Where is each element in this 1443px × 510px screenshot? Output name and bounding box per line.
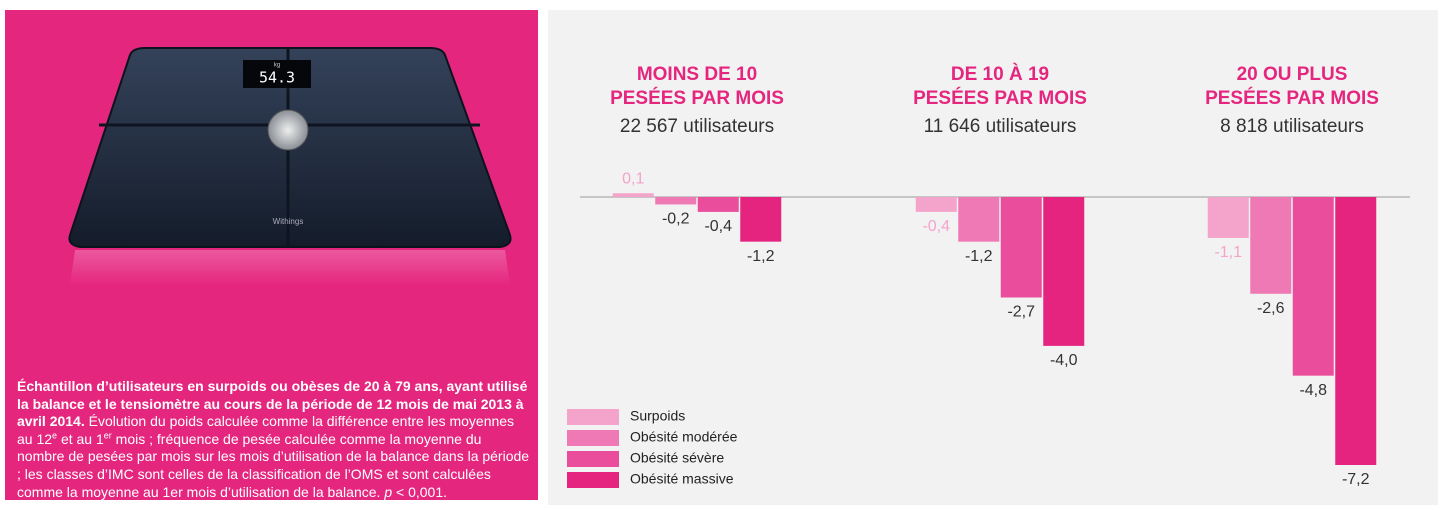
value-label: -1,1: [1214, 244, 1242, 261]
value-label: -1,2: [747, 248, 775, 265]
value-label: -0,4: [704, 218, 732, 235]
legend-label: Obésité sévère: [630, 450, 724, 466]
legend-label: Obésité massive: [630, 471, 734, 487]
bar: [1208, 197, 1249, 238]
value-label: -4,8: [1299, 382, 1327, 399]
bar: [1335, 197, 1376, 465]
value-label: -0,4: [922, 218, 950, 235]
bar: [1293, 197, 1334, 376]
legend-swatch: [567, 451, 619, 467]
value-label: -2,6: [1257, 300, 1285, 317]
group-title: MOINS DE 10 PESÉES PAR MOIS: [587, 63, 807, 111]
bar: [916, 197, 957, 212]
legend-label: Surpoids: [630, 408, 685, 424]
legend-label: Obésité modérée: [630, 429, 738, 445]
value-label: -0,2: [662, 211, 690, 228]
group-title: 20 OU PLUS PESÉES PAR MOIS: [1182, 63, 1402, 111]
legend-swatch: [567, 472, 619, 488]
bar: [1250, 197, 1291, 294]
group-subtitle: 8 818 utilisateurs: [1182, 115, 1402, 139]
bar: [698, 197, 739, 212]
group-subtitle: 11 646 utilisateurs: [890, 115, 1110, 139]
value-label: -7,2: [1342, 471, 1370, 488]
legend-swatch: [567, 409, 619, 425]
legend-swatch: [567, 430, 619, 446]
bar: [1043, 197, 1084, 346]
bar: [740, 197, 781, 242]
value-label: -1,2: [965, 248, 993, 265]
bar: [655, 197, 696, 204]
value-label: 0,1: [622, 170, 644, 187]
value-label: -2,7: [1007, 304, 1035, 321]
value-label: -4,0: [1050, 352, 1078, 369]
bar: [1001, 197, 1042, 298]
group-subtitle: 22 567 utilisateurs: [587, 115, 807, 139]
page: kg 54.3 Withings Échantillon d’utilisate…: [0, 0, 1443, 510]
bar: [958, 197, 999, 242]
group-title: DE 10 À 19 PESÉES PAR MOIS: [890, 63, 1110, 111]
bar: [613, 193, 654, 197]
